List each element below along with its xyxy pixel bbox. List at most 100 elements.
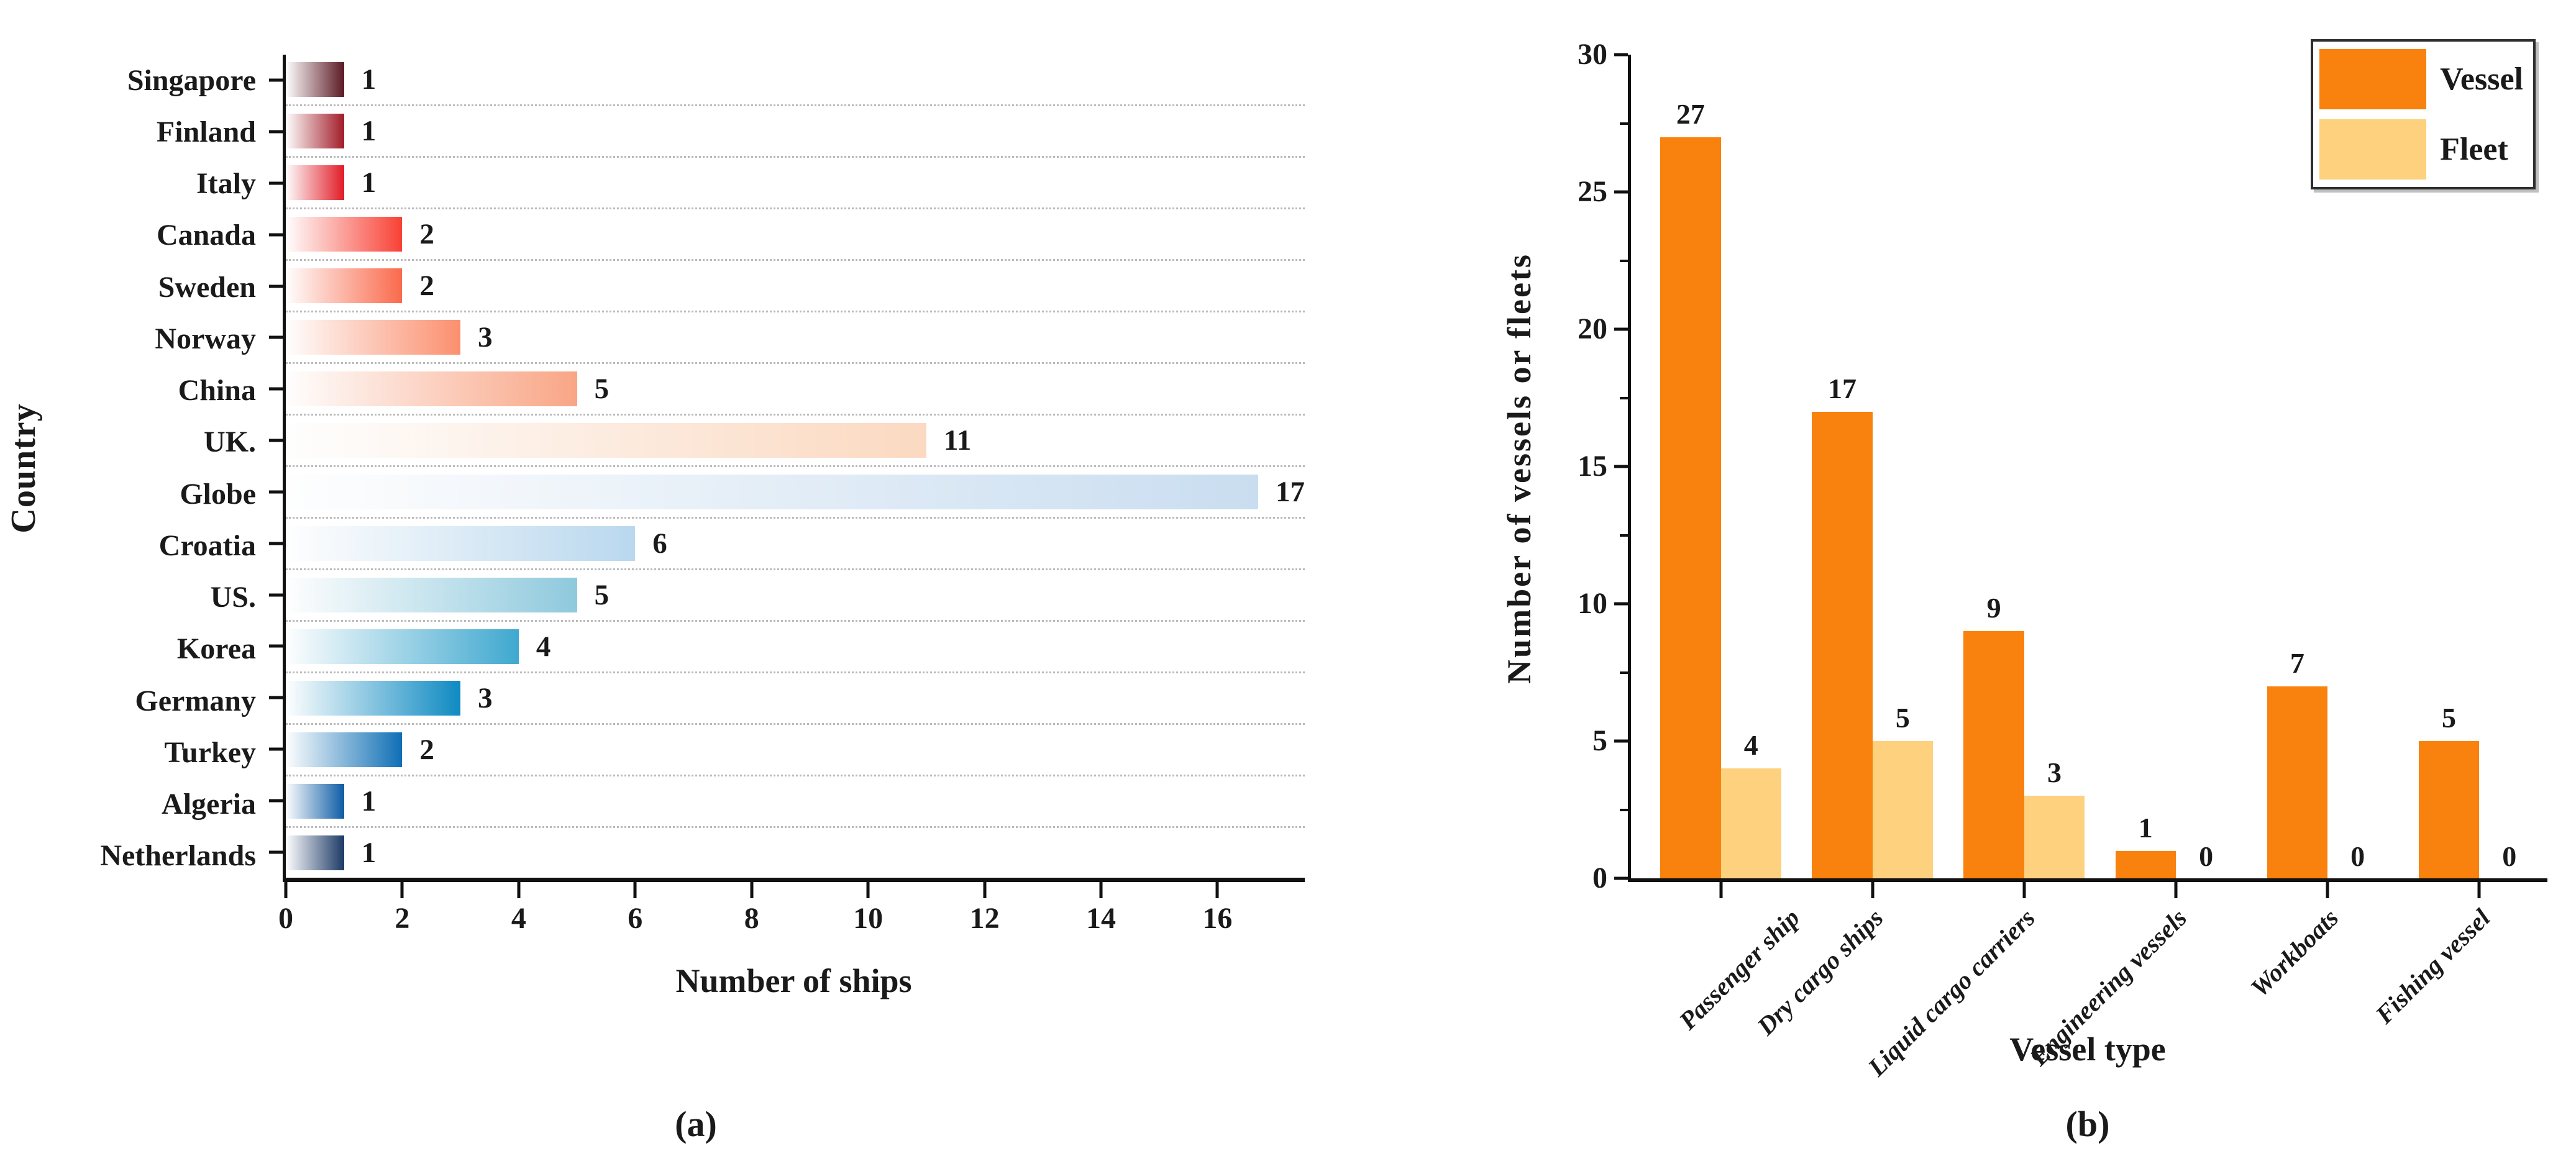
vessel-color-swatch: [2319, 49, 2427, 109]
y-axis-minor-tick: [1620, 259, 1628, 262]
bar-uk: [286, 423, 926, 458]
y-axis-tick-label: 20: [1578, 312, 1607, 345]
panel-a-caption: (a): [675, 1104, 717, 1144]
x-axis-tick: [2477, 882, 2481, 898]
category-label-germany: Germany: [135, 684, 256, 717]
bar-value-label: 2: [419, 217, 434, 250]
bar-china: [286, 371, 577, 406]
bar-row-china: 5: [286, 364, 1305, 416]
vessel-bar-dry-cargo-ships: [1812, 411, 1873, 878]
bar-value-label: 3: [478, 321, 493, 353]
category-label-finland: Finland: [156, 115, 256, 148]
x-axis-tick-label: 6: [628, 902, 643, 935]
y-axis-tick-label: 30: [1578, 38, 1607, 71]
y-axis-minor-tick: [1620, 396, 1628, 399]
bar-row-norway: 3: [286, 312, 1305, 364]
panel-a-bar-rows: 1 1 1 2 2 3 5 11 17 6 5 4 3 2 1 1: [286, 55, 1305, 878]
x-axis-tick: [633, 882, 637, 898]
bar-row-netherlands: 1: [286, 828, 1305, 878]
y-axis-tick: [269, 799, 283, 803]
y-axis-minor-tick: [1620, 808, 1628, 811]
y-axis-tick-label: 5: [1592, 724, 1607, 757]
bar-value-label: 5: [594, 372, 610, 405]
category-label-globe: Globe: [180, 477, 256, 511]
y-axis-tick: [269, 233, 283, 237]
x-axis-tick-label: 0: [278, 902, 293, 935]
vessel-value-label: 5: [2441, 702, 2456, 734]
x-axis-tick-label: 16: [1202, 902, 1233, 935]
y-axis-tick: [1614, 327, 1628, 331]
bar-turkey: [286, 732, 403, 767]
fleet-value-label: 3: [2047, 757, 2062, 789]
bar-value-label: 1: [361, 63, 377, 96]
y-axis-tick-label: 15: [1578, 450, 1607, 483]
vessel-value-label: 1: [2138, 811, 2153, 844]
x-axis-tick-label: 2: [395, 902, 410, 935]
y-axis-tick: [269, 490, 283, 494]
y-axis-tick: [1614, 739, 1628, 743]
vessel-value-label: 7: [2290, 647, 2304, 679]
bar-singapore: [286, 62, 344, 97]
vessel-value-label: 9: [1986, 592, 2001, 624]
y-axis-tick: [269, 130, 283, 134]
bar-canada: [286, 217, 403, 252]
panel-b-y-axis-title: Number of vessels or fleets: [1500, 253, 1538, 684]
bar-norway: [286, 320, 461, 355]
fleet-value-label: 4: [1743, 729, 1758, 762]
bar-row-germany: 3: [286, 673, 1305, 725]
category-label-norway: Norway: [155, 322, 256, 355]
y-axis-tick: [269, 181, 283, 185]
category-label-korea: Korea: [176, 632, 256, 666]
y-axis-tick-label: 0: [1592, 862, 1607, 894]
x-axis-tick: [517, 882, 521, 898]
y-axis-tick: [269, 284, 283, 288]
fleet-color-swatch: [2319, 119, 2427, 180]
bar-value-label: 3: [478, 681, 493, 714]
vessel-bar-fishing-vessel: [2418, 741, 2480, 878]
y-axis-tick: [1614, 190, 1628, 194]
x-axis-tick-label: 14: [1086, 902, 1116, 935]
y-axis-tick: [1614, 602, 1628, 606]
category-label-china: China: [178, 374, 256, 407]
y-axis-tick: [269, 696, 283, 699]
bar-row-algeria: 1: [286, 776, 1305, 828]
x-axis-label-text: Fishing vessel: [2369, 903, 2496, 1029]
x-axis-tick-label: 12: [969, 902, 1000, 935]
x-axis-tick: [2326, 882, 2329, 898]
bar-croatia: [286, 526, 636, 561]
bar-italy: [286, 165, 344, 200]
panel-b-caption: (b): [2065, 1104, 2110, 1144]
vessel-value-label: 27: [1676, 98, 1705, 130]
y-axis-tick-label: 25: [1578, 175, 1607, 208]
x-axis-tick: [284, 882, 288, 898]
bar-netherlands: [286, 835, 344, 870]
category-label-singapore: Singapore: [127, 63, 256, 97]
category-label-us: US.: [210, 581, 256, 614]
y-axis-tick: [269, 644, 283, 648]
x-axis-tick: [983, 882, 987, 898]
bar-row-italy: 1: [286, 158, 1305, 209]
x-axis-tick: [1719, 882, 1723, 898]
bar-value-label: 6: [652, 527, 667, 560]
bar-value-label: 4: [536, 630, 551, 663]
fleet-value-label: 5: [1895, 702, 1910, 734]
x-axis-tick: [1871, 882, 1875, 898]
y-axis-tick: [269, 439, 283, 442]
bar-finland: [286, 114, 344, 148]
x-axis-tick: [400, 882, 404, 898]
x-axis-tick-label: 4: [511, 902, 526, 935]
y-axis-tick: [1614, 876, 1628, 880]
category-label-algeria: Algeria: [162, 788, 256, 821]
panel-a-ships-by-country: Country Singapore Finland Italy Canada Swede…: [4, 55, 1305, 1144]
fleet-bar-liquid-cargo-carriers: [2024, 796, 2085, 878]
x-axis-tick: [1099, 882, 1103, 898]
category-label-netherlands: Netherlands: [100, 839, 256, 873]
category-label-turkey: Turkey: [164, 735, 256, 769]
bar-value-label: 1: [361, 166, 377, 199]
panel-b-x-axis-title: Vessel type: [2009, 1031, 2166, 1068]
vessel-bar-liquid-cargo-carriers: [1963, 631, 2024, 878]
y-axis-tick-label: 10: [1578, 587, 1607, 620]
y-axis-tick: [269, 335, 283, 339]
bar-row-us: 5: [286, 570, 1305, 622]
